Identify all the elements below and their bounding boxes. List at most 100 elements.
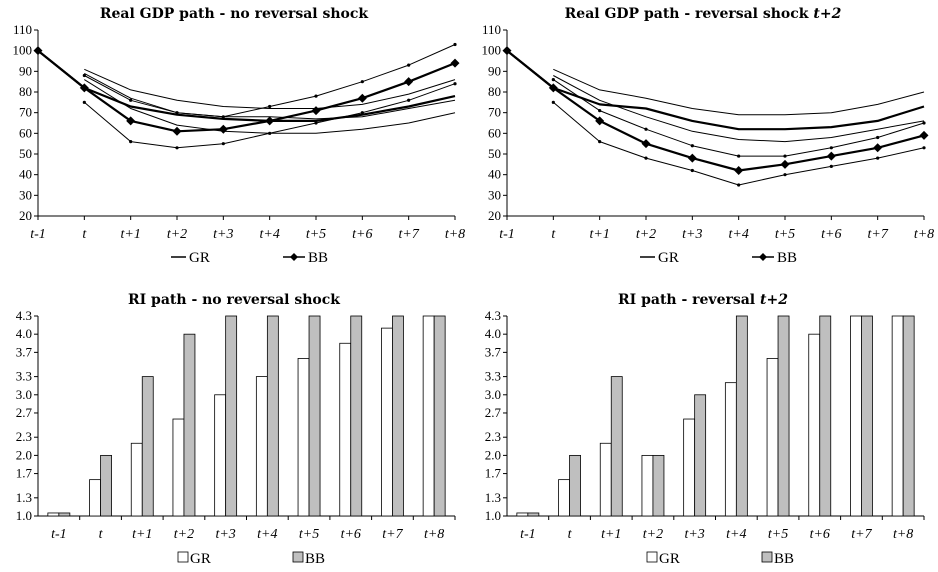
data-point-diamond <box>873 143 883 153</box>
chart-svg: RI path - no reversal shock 1.0 1.3 1.7 2.0 2… <box>16 292 456 567</box>
legend-label-gr: GR <box>658 250 679 266</box>
legend-label-bb: BB <box>305 551 325 567</box>
bar-gr <box>641 454 654 517</box>
x-tick-label: t+7 <box>867 227 888 242</box>
data-point <box>129 98 133 102</box>
data-point <box>644 156 648 160</box>
y-tick-label: 20 <box>19 208 32 223</box>
data-point <box>453 42 457 47</box>
x-tick-label: t+2 <box>174 527 194 542</box>
x-tick-label: t+3 <box>215 527 235 542</box>
data-point-diamond <box>780 159 790 169</box>
bar-bb <box>569 454 581 517</box>
x-tick-label: t+2 <box>167 227 187 242</box>
bar-gr <box>255 376 268 517</box>
series-line <box>553 68 925 116</box>
data-point <box>221 115 225 119</box>
bar-bb <box>610 376 623 517</box>
chart-title-text: RI path - reversal <box>618 292 760 308</box>
x-tick-label: t <box>82 227 87 242</box>
bar-gr <box>172 418 185 517</box>
y-tick-label: 2.0 <box>485 447 501 462</box>
y-tick-label: 1.3 <box>485 490 501 505</box>
series-line <box>553 75 925 143</box>
y-tick-label: 60 <box>19 125 32 140</box>
data-point-diamond <box>734 166 744 176</box>
chart-svg: Real GDP path - no reversal shock 20 30 40 5… <box>13 6 466 266</box>
x-tick-label: t+5 <box>768 527 788 542</box>
data-point <box>598 140 602 144</box>
x-tick-label: t-1 <box>51 527 67 542</box>
data-point <box>82 73 86 78</box>
data-point <box>737 183 741 187</box>
data-point-diamond <box>919 130 929 140</box>
bar-bb <box>100 454 112 517</box>
legend-label-gr: GR <box>189 250 210 266</box>
bar-gr <box>381 327 393 517</box>
bar-gr <box>214 394 227 517</box>
data-point <box>737 154 741 158</box>
data-point <box>551 100 555 104</box>
x-tick-label: t+7 <box>398 227 419 242</box>
bar-gr <box>683 418 696 517</box>
bar-bb <box>861 315 873 517</box>
y-tick-label: 70 <box>19 105 32 120</box>
data-point-diamond <box>126 116 136 126</box>
x-tick-label: t+2 <box>643 527 663 542</box>
data-point <box>783 173 787 177</box>
x-tick-label: t+3 <box>682 227 702 242</box>
x-tick-label: t+8 <box>424 527 444 542</box>
x-tick-label: t+8 <box>445 227 465 242</box>
y-tick-label: 2.3 <box>485 429 501 444</box>
legend-marker-bb <box>290 253 298 261</box>
x-tick-label: t-1 <box>520 527 536 542</box>
x-tick-label: t+7 <box>382 527 403 542</box>
x-tick-label: t+5 <box>775 227 795 242</box>
y-tick-label: 80 <box>488 84 501 99</box>
bar-gr <box>130 442 143 517</box>
y-tick-label: 1.3 <box>16 490 32 505</box>
bar-bb <box>777 315 790 517</box>
data-point <box>314 94 318 98</box>
data-point <box>407 63 411 67</box>
x-tick-label: t <box>568 527 573 542</box>
series-line-bb <box>37 49 456 133</box>
bar-bb <box>266 315 279 517</box>
series-line <box>84 68 456 109</box>
bar-bb <box>183 333 196 517</box>
chart-title-text: RI path - no reversal shock <box>128 292 340 308</box>
y-tick-label: 90 <box>19 63 32 78</box>
y-tick-label: 2.0 <box>16 447 32 462</box>
data-point-diamond <box>33 46 43 56</box>
y-tick-label: 3.7 <box>16 344 33 359</box>
legend-swatch-bb <box>292 551 304 563</box>
legend-label-gr: GR <box>659 551 680 567</box>
y-tick-label: 1.7 <box>485 466 502 481</box>
y-tick-label: 4.3 <box>16 308 32 323</box>
bar-bb <box>392 315 404 517</box>
x-tick-label: t+4 <box>728 227 748 242</box>
y-tick-label: 1.7 <box>16 466 33 481</box>
y-tick-label: 100 <box>482 43 502 58</box>
x-tick-label: t+1 <box>120 227 140 242</box>
data-point <box>690 144 694 148</box>
data-point <box>268 131 272 135</box>
bar-bb <box>58 512 71 517</box>
gdp-chart-no-reversal: Real GDP path - no reversal shock 20 30 40 5… <box>0 0 469 286</box>
y-tick-label: 40 <box>19 167 32 182</box>
y-tick-label: 3.0 <box>16 387 32 402</box>
bar-gr <box>766 358 779 517</box>
data-point <box>551 78 555 82</box>
data-point-diamond <box>687 153 697 163</box>
y-tick-label: 80 <box>19 84 32 99</box>
bar-gr <box>339 342 352 517</box>
data-point <box>82 100 86 104</box>
bar-bb <box>652 454 665 517</box>
y-tick-label: 30 <box>19 187 32 202</box>
data-point <box>829 164 833 168</box>
data-point <box>876 135 880 140</box>
data-point-diamond <box>641 139 651 149</box>
series-line-gr <box>37 49 456 122</box>
data-point-diamond <box>172 126 182 136</box>
y-tick-label: 20 <box>488 208 501 223</box>
